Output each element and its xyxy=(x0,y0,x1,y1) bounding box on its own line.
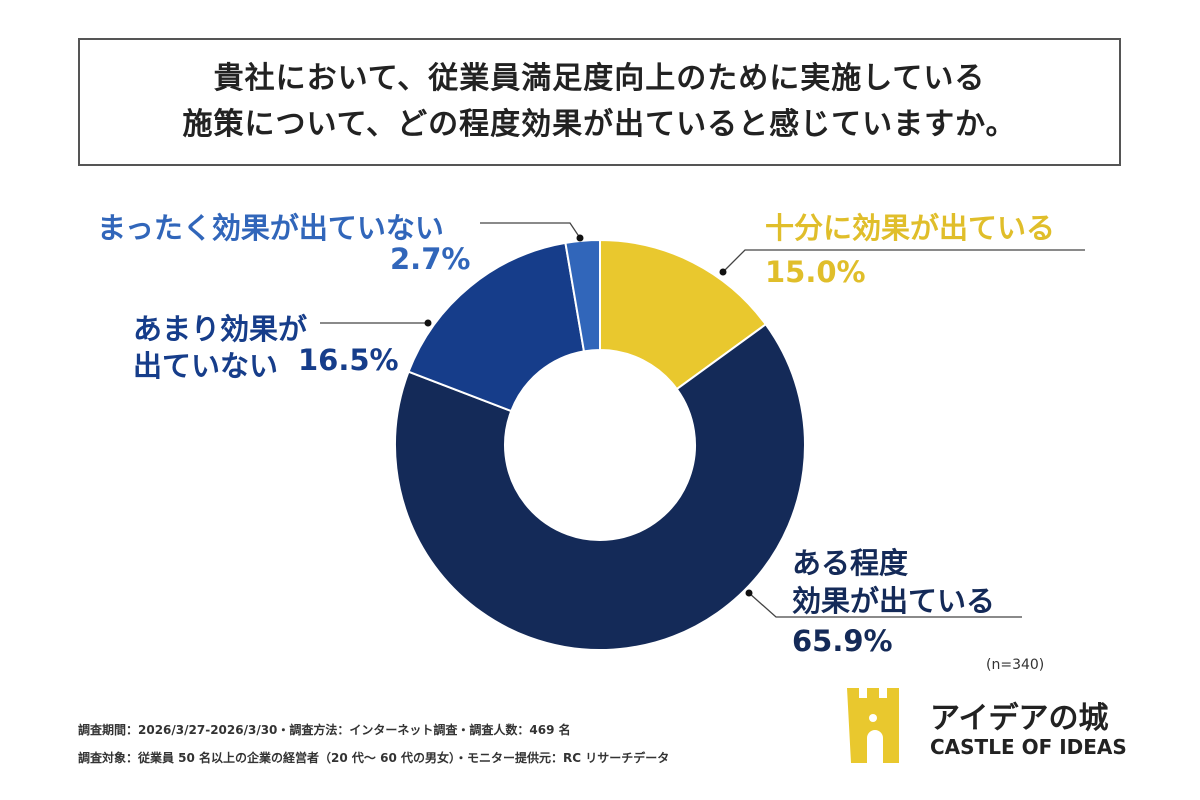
leader-line-659 xyxy=(748,592,1022,618)
label-s2-line2: 出ていない xyxy=(133,349,279,383)
value-s3: 2.7% xyxy=(390,242,471,276)
leader-dot-165 xyxy=(424,319,432,327)
leader-dot-15 xyxy=(719,268,727,276)
donut-slice-2 xyxy=(407,241,586,413)
leader-dot-27 xyxy=(576,234,584,242)
leader-line-27 xyxy=(480,222,581,239)
logo-text-jp: アイデアの城 xyxy=(930,701,1109,736)
title-line-2: 施策について、どの程度効果が出ていると感じていますか。 xyxy=(182,107,1017,142)
label-s0: 十分に効果が出ている xyxy=(765,211,1056,245)
logo-text-en: CASTLE OF IDEAS xyxy=(930,735,1127,759)
logo-mark xyxy=(847,688,899,763)
title-box: 貴社において、従業員満足度向上のために実施している 施策について、どの程度効果が… xyxy=(78,38,1121,166)
value-s0: 15.0% xyxy=(765,255,866,289)
label-s1-line2: 効果が出ている xyxy=(792,584,996,618)
donut-slice-3 xyxy=(564,238,601,353)
leader-dot-659 xyxy=(745,589,753,597)
label-s3: まったく効果が出ていない xyxy=(97,211,444,245)
label-s1-line1: ある程度 xyxy=(792,546,909,580)
donut-slice-0 xyxy=(599,238,768,391)
footnote-2: 調査対象：従業員 50 名以上の企業の経営者（20 代～ 60 代の男女）・モニ… xyxy=(78,751,670,765)
label-s2-line1: あまり効果が xyxy=(133,312,308,346)
value-s1: 65.9% xyxy=(792,624,893,658)
leader-lines xyxy=(320,222,1085,618)
footnote-1: 調査期間：2026/3/27-2026/3/30・調査方法：インターネット調査・… xyxy=(78,723,571,737)
value-s2: 16.5% xyxy=(298,343,399,377)
sample-size: (n=340) xyxy=(986,657,1045,673)
title-line-1: 貴社において、従業員満足度向上のために実施している xyxy=(213,61,986,96)
donut-slice-1 xyxy=(394,322,806,651)
leader-line-15 xyxy=(722,249,1085,273)
